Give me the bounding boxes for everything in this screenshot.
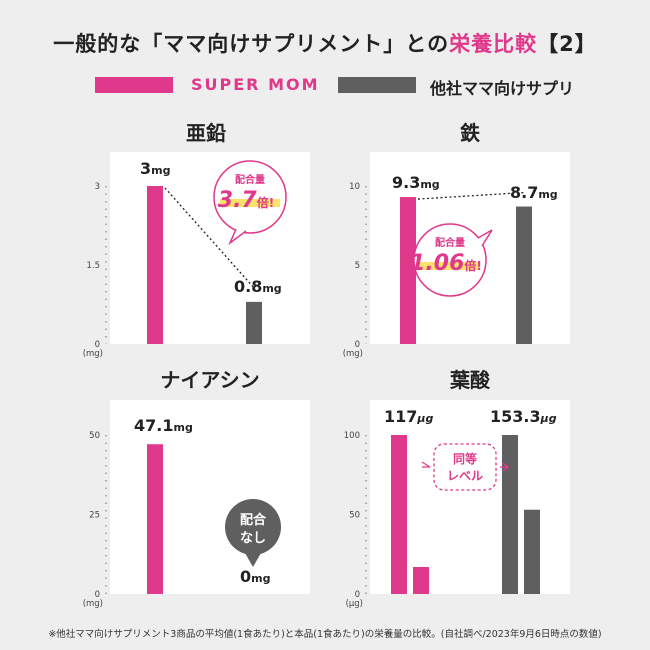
value-unit: mg — [420, 178, 439, 191]
y-tick-label: 50 — [349, 511, 360, 521]
ratio-number: 3.7 — [218, 188, 258, 213]
value-number: 0.8 — [234, 277, 262, 296]
bar-other — [502, 435, 518, 594]
legend: SUPER MOM 他社ママ向けサプリ — [0, 72, 650, 100]
y-axis-0: 0 1.5 3 (mg) — [83, 182, 107, 359]
bar-super-mom — [391, 435, 407, 594]
value-unit: mg — [251, 572, 270, 585]
ratio-highlight — [420, 262, 480, 270]
no-content-line1: 配合 — [240, 512, 267, 528]
value-label-super-mom: 47.1mg — [134, 416, 193, 435]
value-number: 9.3 — [392, 173, 420, 192]
value-number: 153.3 — [490, 407, 541, 426]
chart-panel-iron: 9.3mg 8.7mg 配合量 1.06倍! — [370, 152, 570, 344]
chart-title-folic-acid: 葉酸 — [450, 368, 490, 392]
title-part1: 一般的な「ママ向けサプリメント」との — [53, 32, 450, 56]
ratio-value: 1.06倍! — [410, 251, 482, 276]
chart-title-niacin: ナイアシン — [160, 368, 260, 392]
ratio-badge-pointer — [477, 229, 493, 247]
y-tick-label: 0 — [355, 340, 360, 350]
y-axis-3: 0 50 100 (μg) — [344, 431, 367, 609]
value-label-other: 0mg — [240, 567, 270, 586]
value-unit: μg — [416, 412, 433, 425]
value-label-super-mom: 3mg — [140, 159, 170, 178]
no-content-badge-pointer — [245, 553, 261, 567]
value-unit: mg — [538, 188, 557, 201]
chart-title-zinc: 亜鉛 — [186, 121, 226, 145]
value-label-other: 0.8mg — [234, 277, 282, 296]
chart-panel-zinc: 3mg 0.8mg 配合量 3.7倍! — [110, 152, 310, 344]
arrow-left-icon — [421, 461, 431, 468]
y-tick-label: 25 — [89, 511, 100, 521]
y-unit-label: (mg) — [83, 349, 103, 359]
value-label-super-mom: 9.3mg — [392, 173, 440, 192]
legend-swatch-super — [95, 77, 173, 93]
equal-level-badge — [433, 443, 497, 491]
value-unit: mg — [262, 282, 281, 295]
value-number: 3 — [140, 159, 151, 178]
arrow-right-icon — [500, 462, 510, 472]
bar-other — [246, 301, 262, 344]
bar-super-mom — [147, 186, 163, 344]
ratio-suffix: 倍! — [464, 258, 481, 273]
chart-panel-niacin: 47.1mg 0mg 配合 なし — [110, 400, 310, 594]
bar-other — [524, 509, 540, 594]
ratio-value: 3.7倍! — [218, 188, 274, 213]
legend-swatch-other — [338, 77, 416, 93]
value-number: 117 — [384, 407, 417, 426]
chart-title-iron: 鉄 — [460, 121, 480, 145]
y-tick-label: 3 — [95, 182, 100, 192]
ratio-suffix: 倍! — [257, 195, 274, 210]
ratio-badge — [213, 160, 287, 234]
value-label-other: 8.7mg — [510, 183, 558, 202]
y-tick-label: 50 — [89, 431, 100, 441]
value-number: 47.1 — [134, 416, 173, 435]
ratio-number: 1.06 — [410, 251, 464, 276]
legend-label-super: SUPER MOM — [191, 75, 320, 94]
footnote: ※他社ママ向けサプリメント3商品の平均値(1食あたり)と本品(1食あたり)の栄養… — [48, 629, 602, 640]
value-label-super-mom: 117μg — [384, 407, 434, 426]
y-tick-label: 100 — [344, 431, 360, 441]
ratio-badge — [413, 223, 487, 297]
equal-level-line2: レベル — [447, 469, 483, 483]
value-unit: mg — [173, 421, 192, 434]
ratio-caption: 配合量 — [235, 173, 265, 186]
comparison-line — [417, 191, 525, 200]
y-tick-label: 0 — [95, 590, 100, 600]
ratio-highlight — [220, 199, 280, 207]
y-tick-label: 10 — [349, 182, 360, 192]
title-accent: 栄養比較 — [449, 32, 538, 56]
title-part2: 【2】 — [537, 32, 597, 56]
y-unit-label: (μg) — [346, 599, 363, 609]
bar-super-mom — [400, 197, 416, 344]
y-axis-2: 0 25 50 (mg) — [83, 431, 107, 609]
no-content-line2: なし — [240, 531, 266, 546]
y-axis-1: 0 5 10 (mg) — [343, 182, 367, 359]
ratio-badge-pointer — [228, 228, 247, 246]
equal-level-line1: 同等 — [453, 451, 477, 466]
bar-other — [516, 206, 532, 344]
bar-super-mom — [147, 444, 163, 594]
value-number: 0 — [240, 567, 251, 586]
chart-panel-folic-acid: 117μg 153.3μg 同等 レベル — [370, 400, 570, 594]
y-tick-label: 5 — [355, 261, 360, 271]
y-tick-label: 1.5 — [86, 261, 100, 271]
y-unit-label: (mg) — [83, 599, 103, 609]
no-content-badge — [225, 499, 281, 555]
y-unit-label: (mg) — [343, 349, 363, 359]
value-unit: μg — [540, 412, 557, 425]
legend-label-other: 他社ママ向けサプリ — [430, 79, 575, 98]
ratio-caption: 配合量 — [435, 236, 465, 249]
value-number: 8.7 — [510, 183, 538, 202]
value-unit: mg — [151, 164, 170, 177]
page-title: 一般的な「ママ向けサプリメント」との栄養比較【2】 — [0, 28, 650, 58]
y-tick-label: 0 — [355, 590, 360, 600]
value-label-other: 153.3μg — [490, 407, 557, 426]
bar-super-mom — [413, 566, 429, 594]
y-tick-label: 0 — [95, 340, 100, 350]
